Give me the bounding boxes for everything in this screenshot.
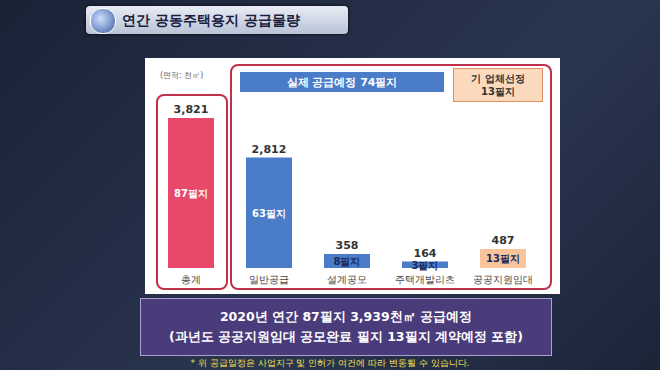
svg-text:2,812: 2,812 <box>252 143 287 156</box>
svg-text:공공지원임대: 공공지원임대 <box>473 274 533 285</box>
html-text:(과년도 공공지원임대 공모완료 필지 13필지 계약예정: (과년도 공공지원임대 공모완료 필지 13필지 계약예정 포함) <box>169 329 523 344</box>
svg-text:358: 358 <box>336 239 359 252</box>
svg-text:487: 487 <box>492 234 515 247</box>
html-text:(면적: 천㎡): (면적: 천㎡) <box>160 71 204 80</box>
html-text:2020년 연간 87필지 3,939천㎡ 공급예정: 2020년 연간 87필지 3,939천㎡ 공급예정 <box>219 309 473 324</box>
svg-text:63필지: 63필지 <box>252 208 286 219</box>
svg-text:주택개발리츠: 주택개발리츠 <box>395 274 455 285</box>
svg-text:3,821: 3,821 <box>174 103 209 116</box>
svg-text:일반공급: 일반공급 <box>249 274 289 285</box>
svg-text:총계: 총계 <box>181 274 201 285</box>
html-text:실제 공급예정 74필지: 실제 공급예정 74필지 <box>286 75 398 89</box>
svg-text:8필지: 8필지 <box>334 256 361 267</box>
svg-text:설계공모: 설계공모 <box>327 274 367 285</box>
svg-text:3필지: 3필지 <box>412 260 439 271</box>
svg-text:87필지: 87필지 <box>174 188 208 199</box>
html-text:연간 공동주택용지 공급물량: 연간 공동주택용지 공급물량 <box>122 12 300 28</box>
svg-text:13필지: 13필지 <box>486 253 520 264</box>
html-text:기 업체선정: 기 업체선정 <box>471 73 525 84</box>
html-text:* 위 공급일정은 사업지구 및 인허가 여건에 따라 변동: * 위 공급일정은 사업지구 및 인허가 여건에 따라 변동될 수 있습니다. <box>190 358 470 368</box>
html-text:13필지: 13필지 <box>481 86 515 97</box>
svg-text:164: 164 <box>414 247 437 260</box>
